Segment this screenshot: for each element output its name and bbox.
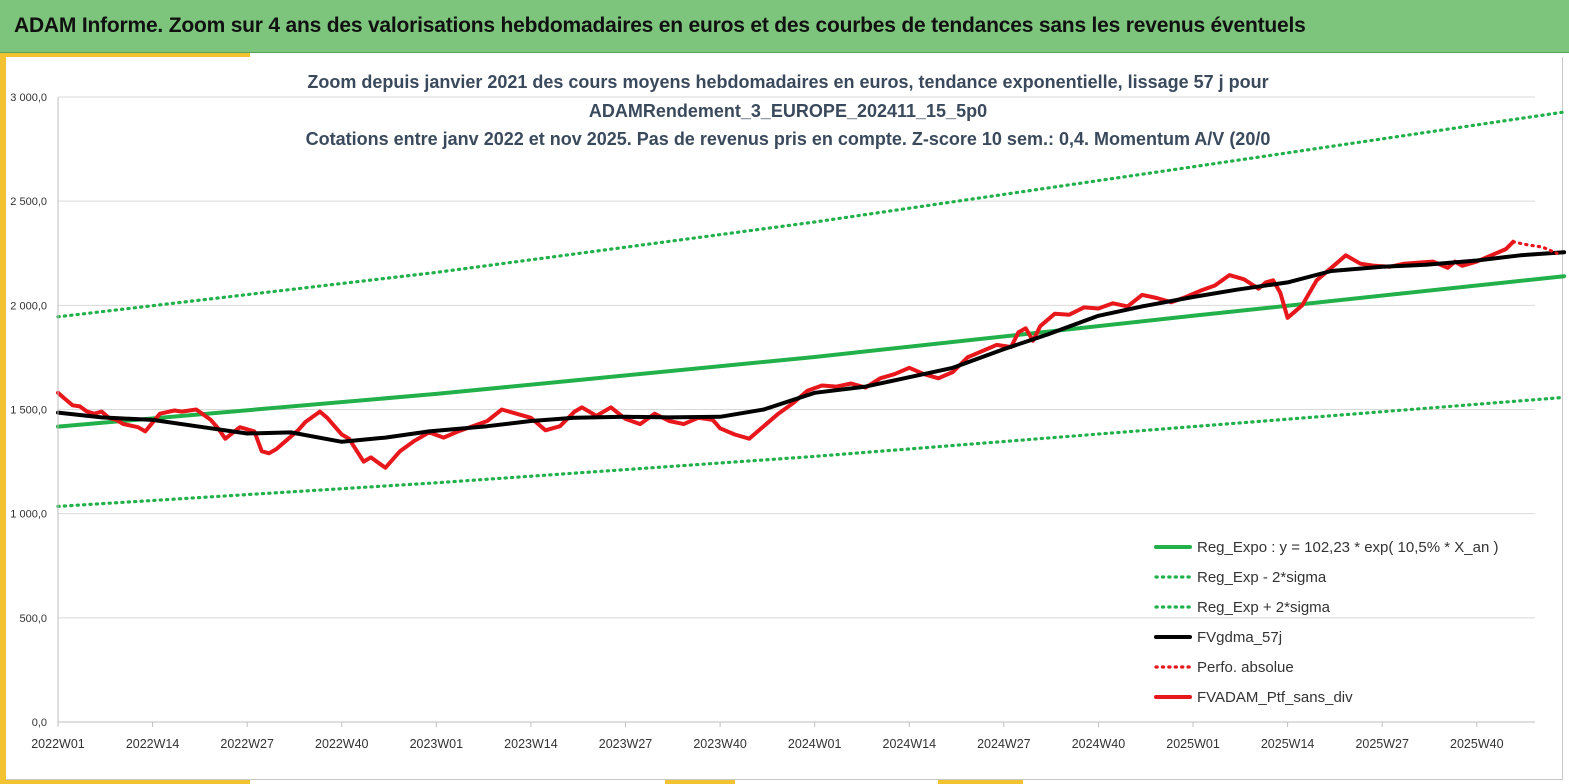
legend-label: FVADAM_Ptf_sans_div (1197, 689, 1353, 706)
x-tick-label: 2022W14 (126, 737, 180, 751)
accent-bar-bottom (6, 780, 250, 784)
x-tick-label: 2022W27 (220, 737, 274, 751)
chart-title-line: Zoom depuis janvier 2021 des cours moyen… (307, 72, 1268, 92)
accent-bar-bottom (665, 780, 735, 784)
y-tick-label: 0,0 (32, 717, 47, 729)
legend-label: Reg_Exp + 2*sigma (1197, 599, 1331, 616)
chart-title: Zoom depuis janvier 2021 des cours moyen… (306, 72, 1271, 149)
series-line (56, 239, 1516, 470)
x-tick-label: 2024W40 (1072, 737, 1126, 751)
chart-legend: Reg_Expo : y = 102,23 * exp( 10,5% * X_a… (1154, 539, 1498, 706)
legend-label: Perfo. absolue (1197, 659, 1294, 676)
x-tick-label: 2025W14 (1261, 737, 1315, 751)
chart-axes (57, 97, 1535, 723)
y-tick-label: 1 500,0 (10, 405, 47, 417)
y-tick-label: 3 000,0 (10, 92, 47, 104)
accent-bar-left (0, 53, 6, 784)
series-line (56, 274, 1567, 429)
x-tick-label: 2024W14 (883, 737, 937, 751)
series-line (56, 110, 1566, 319)
accent-bar-top (6, 53, 250, 57)
legend-label: FVgdma_57j (1197, 629, 1282, 646)
y-tick-label: 2 500,0 (10, 196, 47, 208)
y-tick-label: 500,0 (19, 613, 47, 625)
legend-label: Reg_Exp - 2*sigma (1197, 569, 1327, 586)
x-tick-label: 2024W01 (788, 737, 842, 751)
x-tick-label: 2022W01 (31, 737, 85, 751)
chart-title-line: ADAMRendement_3_EUROPE_202411_15_5p0 (589, 101, 987, 121)
x-tick-label: 2025W01 (1166, 737, 1220, 751)
x-tick-label: 2024W27 (977, 737, 1031, 751)
chart-title-line: Cotations entre janv 2022 et nov 2025. P… (306, 129, 1271, 149)
chart-gridlines (58, 96, 1535, 723)
legend-label: Reg_Expo : y = 102,23 * exp( 10,5% * X_a… (1197, 539, 1498, 556)
series-line (56, 250, 1567, 444)
y-tick-label: 1 000,0 (10, 509, 47, 521)
y-axis-ticks: 0,0 500,0 1 000,0 1 500,0 2 000,0 2 500,0 3 00… (10, 92, 47, 729)
header-banner: ADAM Informe. Zoom sur 4 ans des valoris… (0, 0, 1569, 53)
x-axis-ticks: 2022W01 2022W14 2022W27 2022W40 2023W01 2023W… (31, 722, 1504, 751)
series-line (1511, 240, 1559, 255)
x-tick-label: 2022W40 (315, 737, 369, 751)
chart-frame (6, 57, 1563, 780)
series-line (56, 395, 1566, 508)
accent-bar-bottom (938, 780, 1023, 784)
x-tick-label: 2023W40 (693, 737, 747, 751)
chart-series (56, 110, 1567, 508)
x-tick-label: 2025W40 (1450, 737, 1504, 751)
y-tick-label: 2 000,0 (10, 300, 47, 312)
x-tick-label: 2023W27 (599, 737, 653, 751)
x-tick-label: 2023W01 (410, 737, 464, 751)
page-title: ADAM Informe. Zoom sur 4 ans des valoris… (14, 14, 1306, 37)
x-tick-label: 2023W14 (504, 737, 558, 751)
x-tick-label: 2025W27 (1355, 737, 1409, 751)
